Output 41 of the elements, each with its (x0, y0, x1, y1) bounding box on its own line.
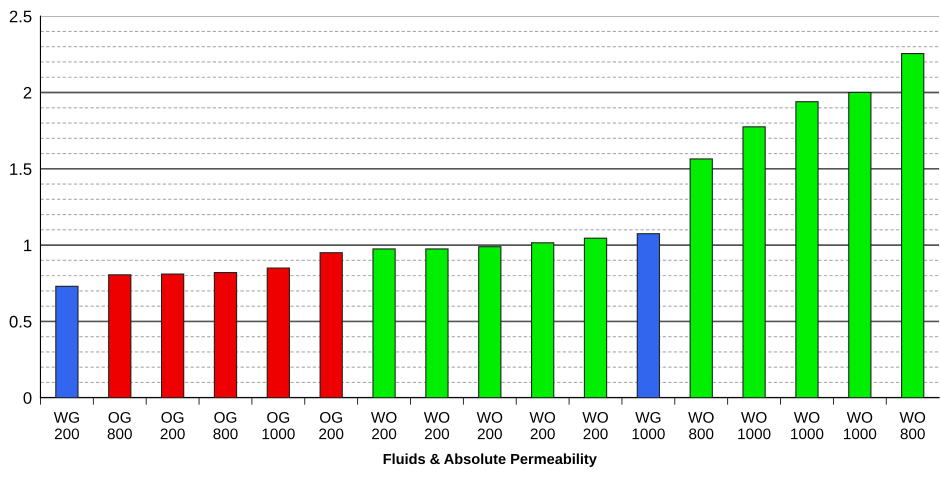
x-tick-label: OG 200 (319, 412, 344, 440)
bar (742, 126, 766, 398)
x-tick-label: WG 1000 (632, 412, 665, 440)
y-tick-label: 1.5 (10, 163, 32, 176)
x-tick-label: WO 200 (370, 412, 396, 440)
x-tick-label: WO 200 (530, 412, 556, 440)
bar (266, 267, 290, 398)
x-tick-label: WO 200 (582, 412, 608, 440)
x-tick-label: WO 1000 (791, 412, 824, 440)
bar (795, 101, 819, 398)
x-tick-label: OG 800 (213, 412, 238, 440)
x-tick-label: WO 200 (476, 412, 502, 440)
y-tick-label: 0.5 (10, 316, 32, 328)
bar (848, 92, 872, 398)
bar (530, 242, 554, 398)
bar (55, 286, 79, 398)
bar (478, 246, 502, 398)
bar (901, 53, 924, 398)
x-tick-label: OG 200 (160, 412, 185, 440)
bar (108, 274, 132, 398)
y-tick-label: 2.5 (10, 10, 32, 22)
x-tick-label: WO 800 (900, 412, 926, 440)
x-tick-label: OG 1000 (262, 412, 295, 440)
x-axis-title: Fluids & Absolute Permeability (384, 453, 597, 467)
bar (425, 248, 449, 398)
y-tick-label: 1 (24, 240, 32, 252)
bar (636, 233, 660, 398)
bar (160, 274, 184, 398)
x-tick-label: OG 800 (108, 412, 132, 440)
bar (690, 158, 713, 398)
x-tick-label: WG 200 (54, 412, 80, 440)
bar (320, 252, 343, 398)
x-tick-label: WO 1000 (738, 412, 770, 440)
x-tick-label: WO 200 (424, 412, 450, 440)
x-tick-label: WO 1000 (844, 412, 876, 440)
bar (584, 238, 608, 398)
x-tick-label: WO 800 (688, 412, 714, 440)
bar (372, 248, 396, 398)
y-tick-label: 2 (24, 86, 32, 99)
y-tick-label: 0 (24, 392, 32, 404)
bar (214, 272, 238, 398)
